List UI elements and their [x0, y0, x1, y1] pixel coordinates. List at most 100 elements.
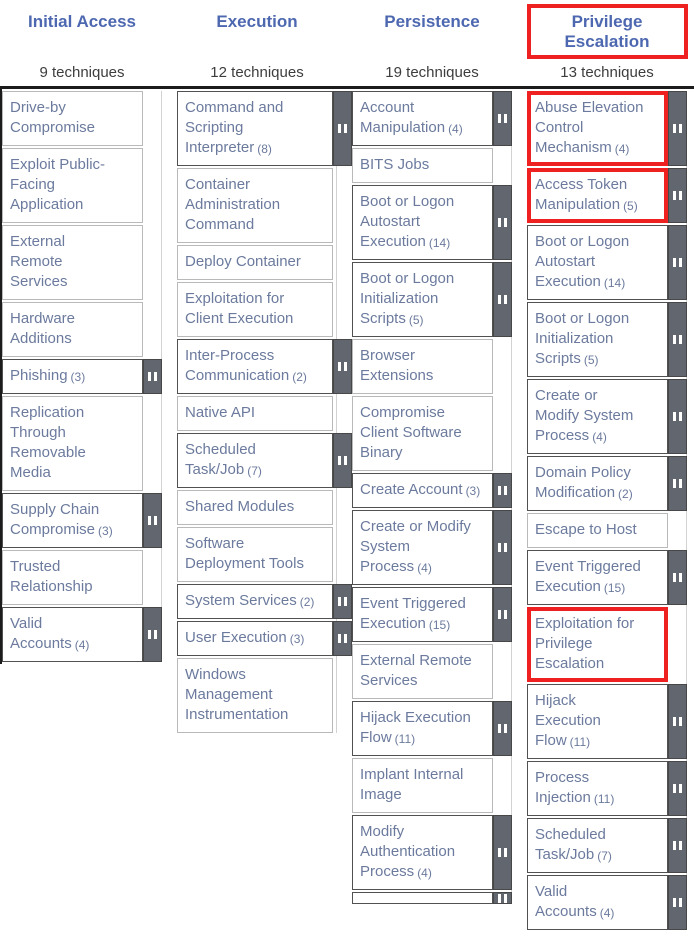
technique-label[interactable]: Shared Modules: [177, 490, 333, 525]
technique-cell[interactable]: Boot or Logon Initialization Scripts (5): [352, 262, 512, 337]
technique-label[interactable]: Deploy Container: [177, 245, 333, 280]
technique-label[interactable]: Inter-Process Communication (2): [177, 339, 333, 394]
subtechniques-expand-button[interactable]: [333, 584, 352, 619]
technique-label[interactable]: [352, 892, 493, 904]
technique-cell[interactable]: Replication Through Removable Media: [2, 396, 161, 491]
technique-label[interactable]: Boot or Logon Autostart Execution (14): [527, 225, 668, 300]
technique-label[interactable]: Escape to Host: [527, 513, 668, 548]
technique-label[interactable]: Event Triggered Execution (15): [527, 550, 668, 605]
subtechniques-expand-button[interactable]: [668, 875, 687, 930]
technique-label[interactable]: Browser Extensions: [352, 339, 493, 394]
subtechniques-expand-button[interactable]: [333, 339, 352, 394]
technique-cell[interactable]: Abuse Elevation Control Mechanism (4): [527, 91, 687, 166]
technique-cell[interactable]: Container Administration Command: [177, 168, 336, 243]
technique-cell[interactable]: External Remote Services: [352, 644, 511, 699]
technique-label[interactable]: Exploitation for Privilege Escalation: [527, 607, 668, 682]
subtechniques-expand-button[interactable]: [493, 91, 512, 146]
technique-cell[interactable]: Exploit Public-Facing Application: [2, 148, 161, 223]
technique-cell[interactable]: [352, 892, 512, 904]
technique-cell[interactable]: Hijack Execution Flow (11): [527, 684, 687, 759]
subtechniques-expand-button[interactable]: [493, 185, 512, 260]
subtechniques-expand-button[interactable]: [493, 892, 512, 904]
technique-label[interactable]: Create or Modify System Process (4): [527, 379, 668, 454]
technique-cell[interactable]: Scheduled Task/Job (7): [527, 818, 687, 873]
technique-cell[interactable]: External Remote Services: [2, 225, 161, 300]
technique-label[interactable]: Container Administration Command: [177, 168, 333, 243]
technique-cell[interactable]: Scheduled Task/Job (7): [177, 433, 352, 488]
technique-label[interactable]: External Remote Services: [352, 644, 493, 699]
technique-label[interactable]: Software Deployment Tools: [177, 527, 333, 582]
technique-cell[interactable]: Command and Scripting Interpreter (8): [177, 91, 352, 166]
technique-cell[interactable]: Domain Policy Modification (2): [527, 456, 687, 511]
technique-cell[interactable]: Create Account (3): [352, 473, 512, 508]
subtechniques-expand-button[interactable]: [493, 473, 512, 508]
technique-cell[interactable]: Exploitation for Privilege Escalation: [527, 607, 686, 682]
technique-label[interactable]: Abuse Elevation Control Mechanism (4): [527, 91, 668, 166]
subtechniques-expand-button[interactable]: [668, 684, 687, 759]
technique-cell[interactable]: Drive-by Compromise: [2, 91, 161, 146]
technique-label[interactable]: Exploitation for Client Execution: [177, 282, 333, 337]
technique-cell[interactable]: Trusted Relationship: [2, 550, 161, 605]
technique-label[interactable]: Hardware Additions: [2, 302, 143, 357]
technique-cell[interactable]: Modify Authentication Process (4): [352, 815, 512, 890]
technique-label[interactable]: Access Token Manipulation (5): [527, 168, 668, 223]
technique-label[interactable]: Native API: [177, 396, 333, 431]
subtechniques-expand-button[interactable]: [668, 91, 687, 166]
technique-cell[interactable]: Escape to Host: [527, 513, 686, 548]
technique-label[interactable]: Supply Chain Compromise (3): [2, 493, 143, 548]
technique-cell[interactable]: Compromise Client Software Binary: [352, 396, 511, 471]
technique-cell[interactable]: Access Token Manipulation (5): [527, 168, 687, 223]
technique-cell[interactable]: Boot or Logon Initialization Scripts (5): [527, 302, 687, 377]
technique-cell[interactable]: Windows Management Instrumentation: [177, 658, 336, 733]
technique-cell[interactable]: Inter-Process Communication (2): [177, 339, 352, 394]
technique-cell[interactable]: Account Manipulation (4): [352, 91, 512, 146]
technique-label[interactable]: Scheduled Task/Job (7): [177, 433, 333, 488]
technique-label[interactable]: Command and Scripting Interpreter (8): [177, 91, 333, 166]
technique-label[interactable]: Replication Through Removable Media: [2, 396, 143, 491]
technique-cell[interactable]: Implant Internal Image: [352, 758, 511, 813]
subtechniques-expand-button[interactable]: [668, 302, 687, 377]
subtechniques-expand-button[interactable]: [668, 379, 687, 454]
technique-label[interactable]: Valid Accounts (4): [2, 607, 143, 662]
technique-label[interactable]: Hijack Execution Flow (11): [527, 684, 668, 759]
technique-label[interactable]: Account Manipulation (4): [352, 91, 493, 146]
technique-cell[interactable]: Hardware Additions: [2, 302, 161, 357]
technique-label[interactable]: Exploit Public-Facing Application: [2, 148, 143, 223]
technique-cell[interactable]: Browser Extensions: [352, 339, 511, 394]
technique-cell[interactable]: Software Deployment Tools: [177, 527, 336, 582]
technique-label[interactable]: Create Account (3): [352, 473, 493, 508]
subtechniques-expand-button[interactable]: [668, 550, 687, 605]
technique-cell[interactable]: Shared Modules: [177, 490, 336, 525]
subtechniques-expand-button[interactable]: [493, 701, 512, 756]
technique-cell[interactable]: Process Injection (11): [527, 761, 687, 816]
subtechniques-expand-button[interactable]: [493, 587, 512, 642]
subtechniques-expand-button[interactable]: [668, 168, 687, 223]
technique-label[interactable]: Drive-by Compromise: [2, 91, 143, 146]
technique-cell[interactable]: Event Triggered Execution (15): [527, 550, 687, 605]
technique-label[interactable]: Phishing (3): [2, 359, 143, 394]
technique-cell[interactable]: Native API: [177, 396, 336, 431]
technique-cell[interactable]: User Execution (3): [177, 621, 352, 656]
subtechniques-expand-button[interactable]: [143, 607, 162, 662]
technique-label[interactable]: Modify Authentication Process (4): [352, 815, 493, 890]
technique-cell[interactable]: Supply Chain Compromise (3): [2, 493, 162, 548]
technique-label[interactable]: Boot or Logon Initialization Scripts (5): [527, 302, 668, 377]
technique-label[interactable]: External Remote Services: [2, 225, 143, 300]
subtechniques-expand-button[interactable]: [333, 433, 352, 488]
technique-label[interactable]: Valid Accounts (4): [527, 875, 668, 930]
technique-cell[interactable]: BITS Jobs: [352, 148, 511, 183]
technique-cell[interactable]: Exploitation for Client Execution: [177, 282, 336, 337]
technique-label[interactable]: Windows Management Instrumentation: [177, 658, 333, 733]
technique-cell[interactable]: Create or Modify System Process (4): [352, 510, 512, 585]
technique-cell[interactable]: Deploy Container: [177, 245, 336, 280]
technique-label[interactable]: Event Triggered Execution (15): [352, 587, 493, 642]
technique-label[interactable]: BITS Jobs: [352, 148, 493, 183]
subtechniques-expand-button[interactable]: [668, 818, 687, 873]
technique-label[interactable]: Boot or Logon Initialization Scripts (5): [352, 262, 493, 337]
technique-label[interactable]: Implant Internal Image: [352, 758, 493, 813]
technique-label[interactable]: Domain Policy Modification (2): [527, 456, 668, 511]
subtechniques-expand-button[interactable]: [493, 510, 512, 585]
technique-cell[interactable]: Valid Accounts (4): [527, 875, 687, 930]
technique-cell[interactable]: Hijack Execution Flow (11): [352, 701, 512, 756]
technique-cell[interactable]: System Services (2): [177, 584, 352, 619]
